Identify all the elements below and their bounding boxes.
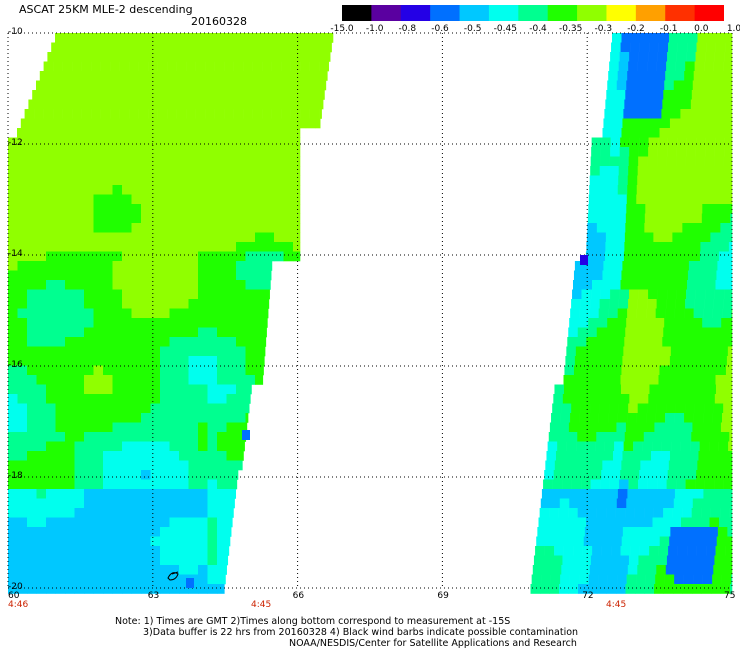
graticule bbox=[7, 32, 733, 589]
longitude-label: 72 bbox=[582, 591, 594, 601]
colorbar-tick-label: -0.6 bbox=[431, 24, 449, 34]
longitude-label: 69 bbox=[437, 591, 449, 601]
colorbar-tick-label: -0.5 bbox=[463, 24, 482, 34]
map-date: 20160328 bbox=[191, 15, 247, 28]
colorbar-swatch bbox=[694, 5, 724, 21]
colorbar-tick-label: -0.35 bbox=[559, 24, 583, 34]
colorbar-swatch bbox=[342, 5, 372, 21]
colorbar bbox=[342, 5, 724, 21]
colorbar-tick-label: 0.0 bbox=[694, 24, 709, 34]
footer-note-3: NOAA/NESDIS/Center for Satellite Applica… bbox=[289, 638, 577, 649]
left-swath bbox=[8, 33, 334, 594]
footer-note-1: Note: 1) Times are GMT 2)Times along bot… bbox=[115, 616, 511, 627]
longitude-label: 63 bbox=[147, 591, 160, 601]
blue-pixel bbox=[186, 578, 194, 588]
time-label-right: 4:45 bbox=[606, 600, 627, 610]
latitude-label: -14 bbox=[8, 249, 23, 259]
longitude-label: 75 bbox=[724, 591, 736, 601]
colorbar-tick-label: -15.0 bbox=[330, 24, 354, 34]
footer-note-2: 3)Data buffer is 22 hrs from 20160328 4)… bbox=[143, 627, 579, 638]
colorbar-swatch bbox=[430, 5, 461, 21]
latitude-label: -12 bbox=[8, 138, 23, 148]
colorbar-tick-label: -0.8 bbox=[398, 24, 417, 34]
right-swath bbox=[530, 33, 733, 594]
time-label-left: 4:46 bbox=[8, 600, 29, 610]
colorbar-swatch bbox=[488, 5, 519, 21]
colorbar-tick-label: -0.3 bbox=[594, 24, 613, 34]
colorbar-swatch bbox=[459, 5, 490, 21]
blue-pixel bbox=[580, 255, 588, 265]
latitude-label: -18 bbox=[8, 471, 23, 481]
colorbar-swatch bbox=[400, 5, 431, 21]
colorbar-swatch bbox=[577, 5, 607, 21]
colorbar-tick-label: -0.45 bbox=[493, 24, 517, 34]
colorbar-swatch bbox=[606, 5, 637, 21]
map-title: ASCAT 25KM MLE-2 descending bbox=[19, 3, 193, 16]
longitude-label: 66 bbox=[292, 591, 305, 601]
colorbar-tick-label: -0.4 bbox=[529, 24, 547, 34]
colorbar-swatch bbox=[665, 5, 696, 21]
blue-pixel bbox=[242, 430, 250, 440]
latitude-label: -10 bbox=[8, 27, 23, 37]
wind-barb-icon bbox=[167, 571, 179, 581]
colorbar-tick-label: -0.2 bbox=[627, 24, 645, 34]
wind-map bbox=[7, 32, 733, 594]
colorbar-swatch bbox=[518, 5, 549, 21]
latitude-label: -20 bbox=[8, 582, 23, 592]
colorbar-swatch bbox=[371, 5, 402, 21]
time-label-center: 4:45 bbox=[251, 600, 272, 610]
colorbar-tick-label: -0.1 bbox=[659, 24, 678, 34]
colorbar-labels: -15.0 -1.0 -0.8 -0.6 -0.5 -0.45 -0.4 -0.35 -0.3 -… bbox=[330, 24, 740, 36]
colorbar-swatch bbox=[547, 5, 578, 21]
longitude-label: 60 bbox=[8, 591, 20, 601]
colorbar-tick-label: 1.0 bbox=[726, 24, 740, 34]
latitude-label: -16 bbox=[8, 360, 23, 370]
colorbar-tick-label: -1.0 bbox=[365, 24, 384, 34]
colorbar-swatch bbox=[635, 5, 666, 21]
